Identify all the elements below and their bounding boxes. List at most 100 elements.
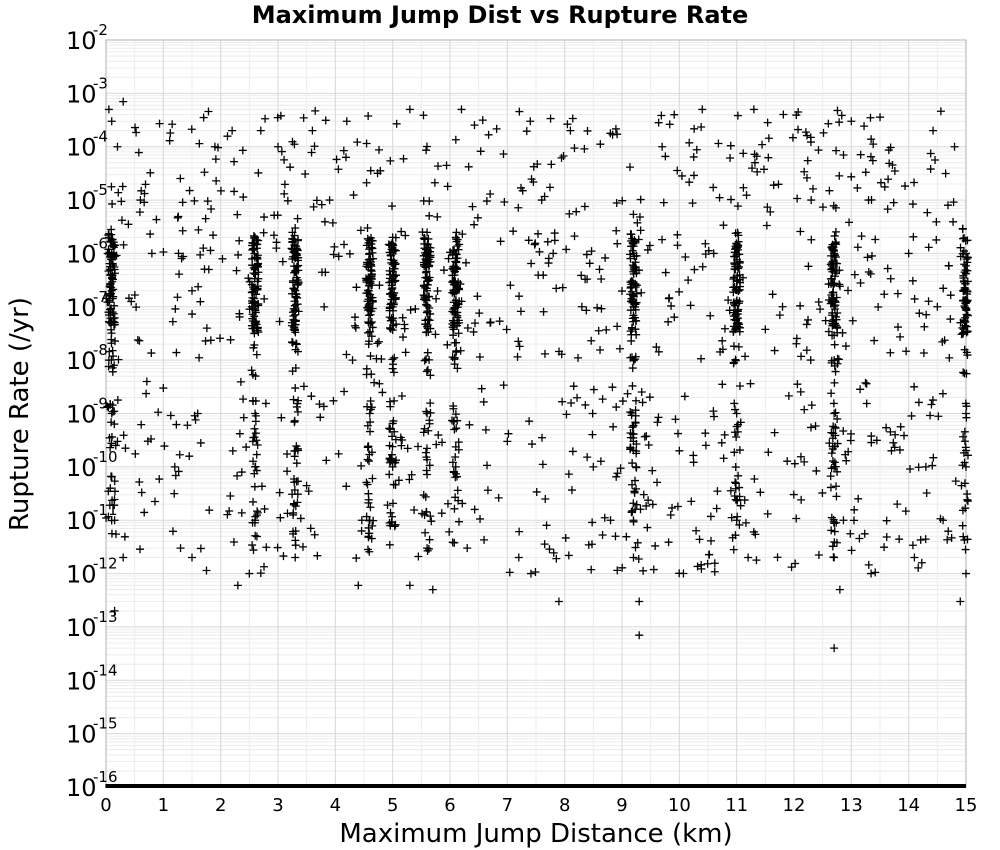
data-point — [422, 142, 431, 151]
data-point — [613, 469, 622, 478]
data-point — [872, 436, 881, 445]
data-point — [944, 527, 953, 536]
data-point — [841, 450, 850, 459]
data-point — [199, 113, 208, 122]
data-point — [205, 506, 214, 515]
data-point — [639, 490, 648, 499]
data-point — [375, 281, 384, 290]
data-point — [630, 488, 639, 497]
data-point — [828, 542, 837, 551]
data-point — [750, 158, 759, 167]
data-point — [443, 340, 452, 349]
data-point — [596, 140, 605, 149]
data-point — [724, 296, 733, 305]
data-point — [730, 428, 739, 437]
y-tick-base: 10 — [66, 667, 97, 695]
data-point — [108, 407, 117, 416]
data-point — [609, 422, 618, 431]
data-point — [938, 337, 947, 346]
data-point — [727, 513, 736, 522]
data-point — [661, 152, 670, 161]
data-point — [876, 178, 885, 187]
data-point — [137, 186, 146, 195]
data-point — [367, 274, 376, 283]
data-point — [833, 414, 842, 423]
data-point — [524, 236, 533, 245]
data-point — [827, 265, 836, 274]
y-tick-exponent: -8 — [93, 341, 108, 359]
y-tick-label: 10-12 — [66, 555, 118, 589]
data-point — [870, 336, 879, 345]
data-point — [818, 203, 827, 212]
data-point — [692, 145, 701, 154]
data-point — [175, 270, 184, 279]
data-point — [250, 245, 259, 254]
data-point — [595, 265, 604, 274]
data-point — [388, 442, 397, 451]
data-point — [172, 420, 181, 429]
data-point — [924, 297, 933, 306]
data-point — [704, 550, 713, 559]
data-point — [357, 526, 366, 535]
data-point — [188, 286, 196, 295]
data-point — [581, 400, 590, 409]
data-point — [367, 318, 376, 327]
data-point — [386, 508, 395, 517]
data-point — [426, 251, 435, 260]
data-point — [135, 336, 144, 345]
data-point — [273, 543, 282, 552]
data-point — [252, 240, 261, 249]
data-point — [543, 237, 552, 246]
data-point — [104, 267, 113, 276]
data-point — [731, 405, 740, 414]
data-point — [352, 283, 361, 292]
data-point — [666, 511, 675, 520]
data-point — [385, 540, 394, 549]
data-point — [106, 279, 115, 288]
y-tick-exponent: -10 — [93, 448, 118, 466]
data-point — [645, 241, 654, 250]
data-point — [630, 236, 639, 245]
data-point — [141, 180, 150, 189]
data-point — [389, 314, 398, 323]
data-point — [632, 439, 641, 448]
data-point — [452, 424, 461, 433]
y-tick-base: 10 — [66, 134, 97, 162]
data-point — [733, 242, 742, 251]
data-point — [275, 317, 284, 326]
data-point — [673, 502, 682, 511]
data-point — [731, 479, 740, 488]
data-point — [134, 148, 143, 157]
data-point — [286, 163, 295, 172]
data-point — [288, 228, 297, 237]
data-point — [661, 268, 670, 277]
data-point — [291, 553, 300, 562]
data-point — [611, 124, 620, 133]
data-point — [481, 425, 490, 434]
data-point — [587, 247, 596, 256]
data-point — [540, 192, 549, 201]
data-point — [291, 536, 300, 545]
data-point — [111, 441, 120, 450]
data-point — [958, 225, 967, 234]
data-point — [401, 231, 410, 240]
data-point — [926, 165, 935, 174]
data-point — [302, 481, 311, 490]
data-point — [828, 457, 837, 466]
data-point — [778, 302, 787, 311]
data-point — [770, 346, 779, 355]
data-point — [550, 236, 559, 245]
data-point — [863, 253, 872, 262]
data-point — [956, 243, 965, 252]
y-tick-exponent: -6 — [93, 234, 108, 252]
data-point — [407, 470, 416, 479]
data-point — [680, 392, 689, 401]
data-point — [238, 146, 247, 155]
data-point — [910, 294, 919, 303]
data-point — [701, 250, 710, 259]
data-point — [272, 244, 281, 253]
data-point — [916, 535, 925, 544]
data-point — [846, 436, 855, 445]
data-point — [482, 461, 491, 470]
data-point — [317, 200, 326, 209]
